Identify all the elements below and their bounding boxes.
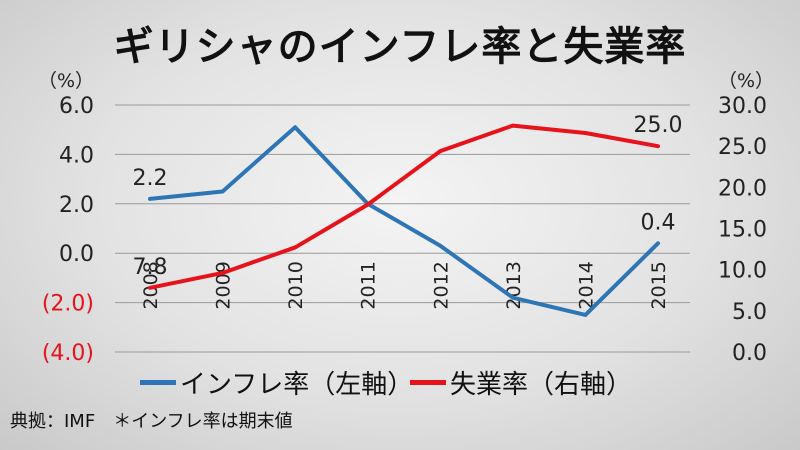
x-axis-tick-label: 2012 xyxy=(430,261,452,309)
legend: インフレ率（左軸） 失業率（右軸） xyxy=(0,365,800,400)
left-axis-tick-label: 0.0 xyxy=(59,242,94,267)
left-axis-tick-label: 2.0 xyxy=(59,193,94,218)
right-axis-unit: （%） xyxy=(718,70,775,92)
right-axis-tick-label: 15.0 xyxy=(718,218,767,243)
data-label: 0.4 xyxy=(641,210,676,235)
chart-title: ギリシャのインフレ率と失業率 xyxy=(113,24,687,70)
right-axis-tick-label: 5.0 xyxy=(732,300,767,325)
legend-swatch-unemployment xyxy=(410,379,446,385)
x-axis-tick-label: 2014 xyxy=(575,261,597,309)
legend-item-unemployment: 失業率（右軸） xyxy=(410,365,633,400)
right-axis-tick-label: 20.0 xyxy=(718,176,767,201)
right-axis-tick-label: 25.0 xyxy=(718,135,767,160)
right-axis-tick-label: 30.0 xyxy=(718,94,767,119)
x-axis-tick-label: 2008 xyxy=(140,261,162,309)
left-axis-tick-label: (2.0) xyxy=(42,292,94,317)
legend-label-inflation: インフレ率（左軸） xyxy=(180,369,414,400)
right-axis-tick-label: 0.0 xyxy=(732,341,767,366)
left-axis-tick-label: (4.0) xyxy=(42,341,94,366)
x-axis-tick-label: 2015 xyxy=(648,261,670,309)
legend-label-unemployment: 失業率（右軸） xyxy=(450,369,633,400)
inflation-line xyxy=(148,125,660,317)
legend-item-inflation: インフレ率（左軸） xyxy=(140,365,414,400)
data-label: 7.8 xyxy=(133,255,168,280)
data-label: 25.0 xyxy=(634,113,683,138)
x-axis-tick-label: 2010 xyxy=(285,261,307,309)
unemployment-line xyxy=(148,123,660,290)
right-axis-tick-label: 10.0 xyxy=(718,259,767,284)
x-axis-tick-label: 2011 xyxy=(358,261,380,309)
data-label: 2.2 xyxy=(133,166,168,191)
left-axis-tick-label: 6.0 xyxy=(59,94,94,119)
legend-swatch-inflation xyxy=(140,379,176,385)
left-axis-tick-label: 4.0 xyxy=(59,143,94,168)
left-axis-unit: （%） xyxy=(38,70,95,92)
x-axis-tick-label: 2013 xyxy=(503,261,525,309)
source-note: 典拠：IMF ＊インフレ率は期末値 xyxy=(10,411,293,432)
